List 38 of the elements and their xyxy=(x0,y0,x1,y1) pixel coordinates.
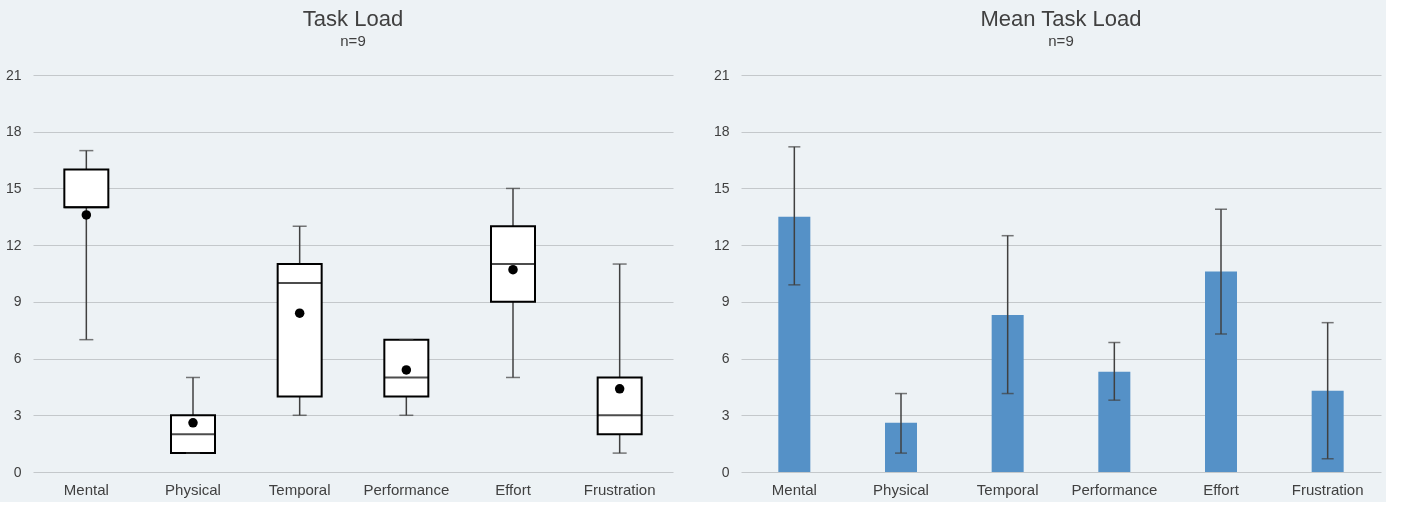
x-tick-label: Temporal xyxy=(976,480,1039,498)
x-tick-label: Effort xyxy=(495,480,532,498)
x-tick-label: Physical xyxy=(165,480,221,498)
y-tick-label: 6 xyxy=(13,350,22,367)
y-tick-label: 21 xyxy=(5,66,22,83)
bar xyxy=(991,315,1024,472)
x-tick-label: Frustration xyxy=(1291,480,1364,498)
y-tick-label: 6 xyxy=(721,350,730,367)
y-tick-label: 18 xyxy=(713,123,730,140)
chart-subtitle: n=9 xyxy=(340,32,366,49)
bar xyxy=(1205,271,1237,472)
x-tick-label: Performance xyxy=(1071,480,1158,498)
chart-subtitle: n=9 xyxy=(1048,32,1074,49)
y-tick-label: 9 xyxy=(13,293,22,310)
x-tick-label: Temporal xyxy=(268,480,331,498)
y-tick-label: 18 xyxy=(5,123,22,140)
bar xyxy=(1098,371,1131,472)
x-tick-label: Mental xyxy=(771,480,817,498)
y-tick-label: 15 xyxy=(5,179,22,196)
chart-title: Mean Task Load xyxy=(980,6,1142,31)
y-tick-label: 0 xyxy=(13,463,22,480)
x-tick-label: Mental xyxy=(63,480,109,498)
y-tick-label: 12 xyxy=(713,236,730,253)
y-tick-label: 3 xyxy=(721,406,730,423)
bar xyxy=(1311,390,1344,472)
x-tick-label: Effort xyxy=(1203,480,1240,498)
bar xyxy=(885,422,917,472)
y-tick-label: 12 xyxy=(5,236,22,253)
y-tick-label: 3 xyxy=(13,406,22,423)
x-tick-label: Frustration xyxy=(583,480,656,498)
y-tick-label: 15 xyxy=(713,179,730,196)
y-tick-label: 0 xyxy=(721,463,730,480)
x-tick-label: Performance xyxy=(363,480,450,498)
bar xyxy=(778,216,811,472)
chart-title: Task Load xyxy=(302,6,404,31)
y-tick-label: 9 xyxy=(721,293,730,310)
y-tick-label: 21 xyxy=(713,66,730,83)
x-tick-label: Physical xyxy=(873,480,929,498)
